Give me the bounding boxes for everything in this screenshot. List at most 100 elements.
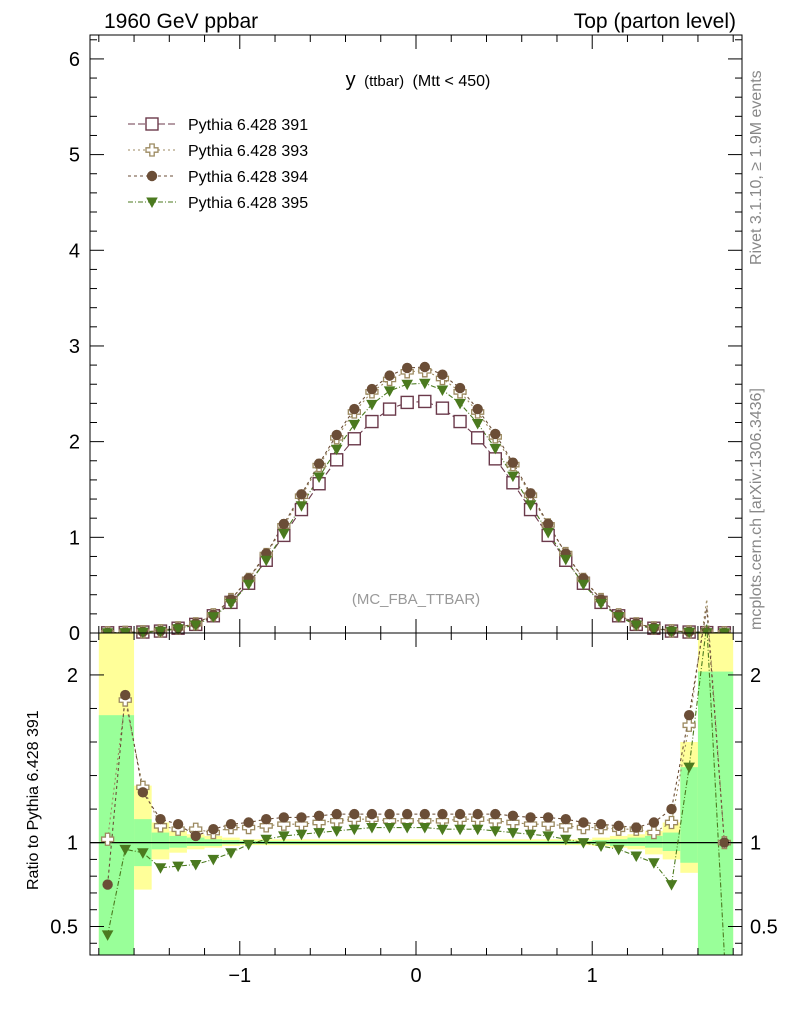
data-point	[313, 458, 325, 469]
data-point	[453, 414, 467, 429]
data-point	[488, 452, 502, 466]
legend: Pythia 6.428 391 Pythia 6.428 393 Pythia 6…	[128, 117, 308, 212]
ratio-point	[260, 834, 273, 846]
data-point	[419, 361, 431, 373]
data-point	[454, 382, 466, 394]
ratio-point	[278, 812, 290, 823]
ratio-point	[383, 823, 396, 834]
ratio-point	[437, 808, 448, 820]
title-cut: (Mtt < 450)	[413, 73, 491, 90]
mc-uncertainty-band-green	[697, 671, 734, 955]
data-point	[435, 401, 450, 415]
legend-marker	[145, 143, 159, 157]
ratio-point	[384, 808, 395, 820]
data-point	[383, 386, 396, 397]
ratio-point	[225, 848, 237, 859]
data-point	[471, 418, 484, 430]
ratio-point	[507, 810, 519, 822]
ratio-y-tick-label: 2	[67, 665, 78, 687]
ratio-point	[472, 808, 483, 820]
ratio-point	[242, 839, 255, 851]
data-point	[189, 620, 202, 632]
data-point	[612, 612, 625, 623]
data-point	[418, 394, 432, 409]
data-point	[525, 488, 536, 499]
ratio-point	[542, 812, 554, 823]
data-point	[401, 379, 413, 391]
ratio-point	[155, 813, 166, 825]
ratio-point	[120, 689, 131, 701]
ratio-point	[401, 823, 413, 834]
ratio-point	[578, 817, 589, 828]
ratio-point	[648, 817, 660, 828]
data-point	[454, 398, 466, 410]
data-point	[278, 528, 290, 540]
y-tick-label: 4	[69, 240, 80, 262]
ratio-point	[471, 824, 484, 836]
legend-label: Pythia 6.428 393	[188, 143, 308, 160]
ratio-y-tick-label-right: 0.5	[750, 916, 778, 938]
ratio-point	[454, 808, 466, 820]
ratio-y-tick-label: 1	[67, 833, 78, 855]
ratio-point	[542, 831, 554, 842]
title-sub: (ttbar)	[364, 73, 404, 90]
ratio-point	[101, 930, 114, 941]
ratio-y-axis-label: Ratio to Pythia 6.428 391	[25, 710, 42, 890]
data-point	[648, 624, 660, 635]
legend-label: Pythia 6.428 394	[188, 169, 308, 186]
svg-text:y (ttbar) (Mtt: y (ttbar) (Mtt < 450)	[346, 69, 491, 91]
data-point	[507, 471, 519, 483]
mc-uncertainty-band-green	[645, 835, 663, 848]
legend-marker	[145, 117, 159, 131]
ratio-point	[366, 823, 378, 834]
ratio-point	[137, 787, 149, 798]
data-point	[577, 579, 590, 591]
ratio-point	[189, 859, 202, 871]
data-point	[490, 428, 501, 440]
series-ratio-line	[107, 624, 725, 956]
data-point	[347, 432, 362, 446]
data-point	[278, 518, 290, 530]
ratio-point	[683, 709, 695, 721]
mc-uncertainty-band-green	[627, 837, 646, 846]
data-point	[472, 403, 483, 415]
ratio-point	[419, 823, 431, 834]
ratio-point	[683, 762, 695, 774]
ratio-y-tick-label-right: 1	[750, 833, 761, 855]
data-point	[401, 362, 413, 374]
series-ratio-line	[107, 607, 725, 885]
x-tick-label: 1	[587, 965, 598, 987]
ratio-point	[613, 820, 624, 832]
x-tick-label: 0	[410, 965, 421, 987]
ratio-y-tick-label-right: 2	[750, 665, 761, 687]
data-point	[330, 444, 343, 456]
legend-marker	[146, 197, 158, 208]
ratio-point	[647, 825, 661, 840]
data-point	[366, 383, 378, 395]
data-point	[331, 429, 342, 441]
ratio-point	[225, 818, 237, 830]
main-panel: 0 1 2 3 4 5 6 y (ttbar) (Mtt < 450) (MC_FBA_TT…	[69, 34, 743, 645]
data-point	[295, 501, 308, 512]
data-point	[365, 414, 379, 429]
ratio-point	[313, 810, 325, 822]
ratio-point	[366, 808, 378, 820]
ratio-point	[525, 812, 536, 823]
data-point	[595, 598, 607, 610]
title-main: y	[346, 69, 356, 91]
header-right-label: Top (parton level)	[574, 10, 736, 33]
ratio-point	[172, 818, 184, 830]
data-point	[260, 555, 273, 567]
ratio-point	[137, 848, 149, 859]
ratio-point	[313, 828, 325, 839]
data-point	[542, 518, 554, 530]
ratio-point	[454, 824, 466, 836]
mc-uncertainty-band-green	[98, 715, 135, 955]
data-point	[366, 399, 378, 411]
ratio-axis-ticks: 0.5 0.5 1 1 2 2 −1 0 1	[50, 633, 778, 987]
ratio-point	[207, 854, 220, 866]
watermark-label: (MC_FBA_TTBAR)	[352, 591, 480, 608]
data-point	[207, 612, 220, 623]
data-point	[400, 395, 414, 410]
y-tick-label: 5	[69, 145, 80, 167]
